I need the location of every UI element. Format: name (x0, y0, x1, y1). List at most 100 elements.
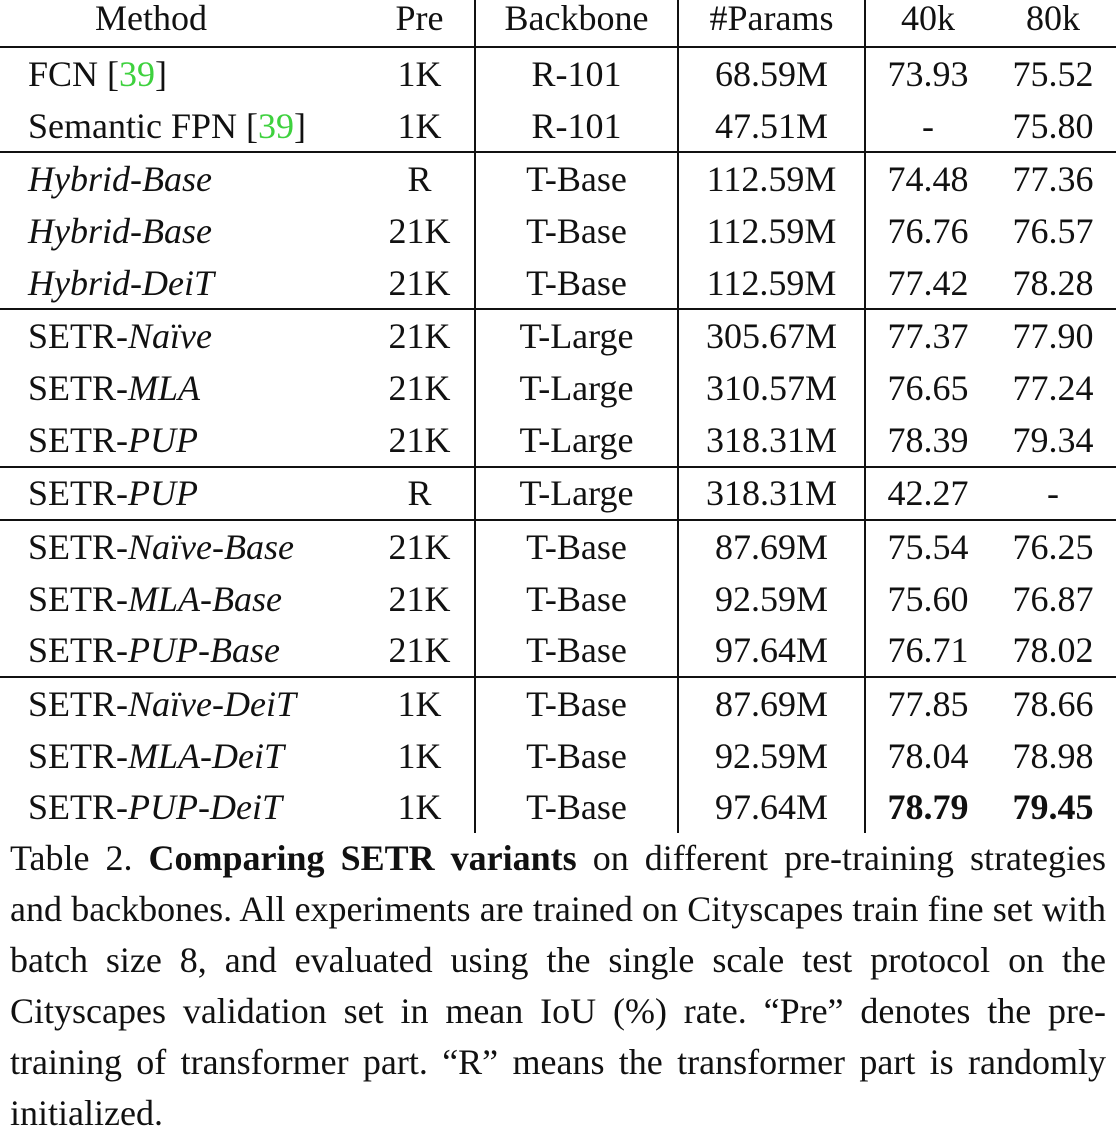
table-cell: 76.25 (990, 519, 1116, 573)
table-cell: 21K (365, 308, 475, 363)
table-cell: 112.59M (677, 205, 865, 257)
table-row: SETR-Naïve-DeiT 1K T-Base 87.69M 77.85 78.66 (0, 676, 1116, 730)
table-cell: 75.60 (864, 572, 990, 625)
table-cell: 76.71 (864, 624, 990, 678)
table-cell: 78.98 (1012, 735, 1094, 776)
table-cell: T-Large (474, 465, 678, 521)
table-cell: 75.80 (1012, 105, 1094, 146)
table-cell: 79.34 (1012, 419, 1094, 460)
table-cell: 73.93 (864, 47, 990, 100)
row-group: SETR-PUP R T-Large 318.31M 42.27- (0, 465, 1116, 521)
table-cell: R-101 (474, 99, 678, 153)
table-cell: 92.59M (677, 572, 865, 625)
table-cell: 1K (365, 676, 475, 730)
method-part: Naïve (128, 316, 212, 357)
table-cell: 97.64M (677, 624, 865, 678)
row-group: FCN [39] 1K R-101 68.59M 73.93 75.52 Semantic … (0, 47, 1116, 153)
table-header: Method Pre Backbone #Params 40k 80k (0, 0, 1116, 48)
method-cell: Hybrid-DeiT (0, 257, 365, 310)
table-row: FCN [39] 1K R-101 68.59M 73.93 75.52 (0, 47, 1116, 100)
table-cell: 75.54 (864, 519, 990, 573)
method-cell: Hybrid-Base (0, 151, 365, 206)
table-cell: T-Base (474, 205, 678, 257)
table-cell: T-Base (474, 781, 678, 834)
table-row: Hybrid-DeiT 21K T-Base 112.59M 77.42 78.28 (0, 256, 1116, 310)
table-cell: 1K (397, 735, 442, 776)
table-cell: 77.37 (864, 308, 990, 363)
method-cell: SETR-Naïve-Base (0, 519, 365, 573)
table-row: SETR-MLA-DeiT 1K T-Base 92.59M 78.04 78.98 (0, 729, 1116, 782)
method-part: Hybrid-DeiT (28, 262, 214, 303)
method-part: FCN [ (28, 53, 120, 94)
table-cell: 21K (388, 262, 451, 303)
table-row: SETR-PUP 21K T-Large 318.31M 78.39 79.34 (0, 413, 1116, 467)
method-cell: Hybrid-Base (0, 205, 365, 257)
table-cell: T-Base (474, 256, 678, 310)
header-cell: Method (0, 0, 365, 48)
method-part: PUP-Base (128, 630, 280, 671)
caption-title: Comparing SETR variants (148, 838, 577, 879)
table-cell: 68.59M (677, 47, 865, 100)
table-row: SETR-PUP R T-Large 318.31M 42.27- (0, 465, 1116, 521)
table-cell: 78.79 (864, 781, 990, 834)
method-part: SETR- (28, 630, 129, 671)
header-row: Method Pre Backbone #Params 40k 80k (0, 0, 1116, 48)
method-part: PUP-DeiT (128, 787, 282, 828)
method-part: PUP (128, 419, 198, 460)
table-cell: 42.27 (864, 465, 990, 521)
table-cell: 1K (397, 53, 442, 94)
method-part: MLA-DeiT (128, 735, 285, 776)
method-part: PUP (128, 473, 198, 514)
method-part: MLA (128, 367, 201, 408)
table-cell: T-Large (474, 362, 678, 414)
method-part: SETR- (28, 527, 129, 568)
method-cell: SETR-MLA (0, 362, 365, 414)
method-part: Semantic FPN [ (28, 105, 258, 146)
method-part: SETR- (28, 578, 129, 619)
header-cell: Pre (365, 0, 475, 48)
table-cell: 74.48 (864, 151, 990, 206)
method-part: Naïve-Base (128, 527, 294, 568)
table-cell: 318.31M (677, 465, 865, 521)
table-cell: 1K (397, 105, 442, 146)
table-cell: R (365, 151, 475, 206)
table-cell: 92.59M (677, 729, 865, 782)
method-part: SETR- (28, 787, 129, 828)
table-cell: 21K (388, 630, 451, 671)
table-row: SETR-Naïve 21K T-Large 305.67M 77.37 77.90 (0, 308, 1116, 363)
row-group: SETR-Naïve-DeiT 1K T-Base 87.69M 77.85 78.66 S… (0, 676, 1116, 834)
row-group: Hybrid-Base R T-Base 112.59M 74.48 77.36 Hybri… (0, 151, 1116, 310)
table-cell: 21K (388, 578, 451, 619)
row-group: SETR-Naïve-Base 21K T-Base 87.69M 75.54 76.25… (0, 519, 1116, 678)
header-cell: 40k (864, 0, 990, 48)
method-part: 39 (119, 53, 156, 94)
caption-text: on different pre-training strategies and… (10, 838, 1106, 1134)
table-cell: 76.87 (1012, 578, 1094, 619)
table-cell: 76.57 (1012, 210, 1094, 251)
method-part: SETR- (28, 735, 129, 776)
table-cell: 78.02 (1012, 630, 1094, 671)
table-cell: 77.85 (864, 676, 990, 730)
table-row: SETR-Naïve-Base 21K T-Base 87.69M 75.54 76.25 (0, 519, 1116, 573)
table-cell: T-Base (474, 151, 678, 206)
caption: Table 2. Comparing SETR variants on diff… (0, 833, 1116, 1139)
table-cell: - (864, 99, 990, 153)
table-cell: 112.59M (677, 151, 865, 206)
table-cell: 1K (397, 787, 442, 828)
method-part: Naïve-DeiT (128, 684, 296, 725)
method-cell: FCN [39] (0, 47, 365, 100)
table-row: SETR-PUP-DeiT 1K T-Base 97.64M 78.79 79.45 (0, 781, 1116, 834)
table-cell: 87.69M (677, 519, 865, 573)
row-group: SETR-Naïve 21K T-Large 305.67M 77.37 77.90 SET… (0, 308, 1116, 467)
table-cell: T-Base (474, 572, 678, 625)
table-cell: 305.67M (677, 308, 865, 363)
method-part: MLA-Base (128, 578, 282, 619)
method-part: SETR- (28, 684, 129, 725)
table-cell: - (990, 465, 1116, 521)
method-cell: SETR-PUP (0, 465, 365, 521)
table-cell: T-Large (474, 413, 678, 467)
table-cell: 76.76 (864, 205, 990, 257)
table-cell: 78.39 (864, 413, 990, 467)
method-cell: SETR-MLA-Base (0, 573, 365, 625)
